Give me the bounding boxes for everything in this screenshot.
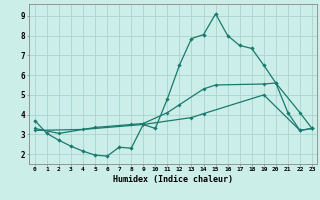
X-axis label: Humidex (Indice chaleur): Humidex (Indice chaleur) [113, 175, 233, 184]
